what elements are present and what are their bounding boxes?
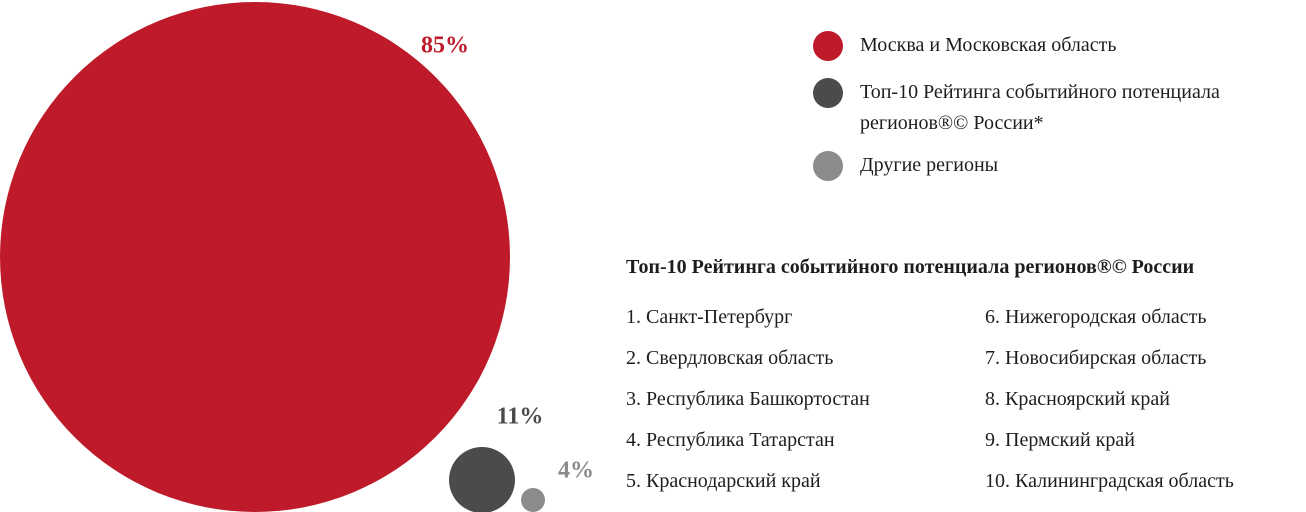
ranking-item: 3. Республика Башкортостан — [626, 388, 870, 410]
bubble — [521, 488, 545, 512]
legend-marker — [813, 151, 843, 181]
ranking-item: 5. Краснодарский край — [626, 470, 821, 492]
value-label: 11% — [497, 404, 544, 430]
ranking-title: Топ-10 Рейтинга событийного потенциала р… — [626, 256, 1195, 278]
bubble — [449, 447, 515, 512]
ranking-item: 4. Республика Татарстан — [626, 429, 835, 451]
ranking-item: 8. Красноярский край — [985, 388, 1170, 410]
bubble — [0, 2, 510, 512]
chart: 85% 11% 4% — [0, 2, 594, 512]
legend-marker — [813, 31, 843, 61]
legend-label: Другие регионы — [860, 154, 999, 176]
value-label: 4% — [558, 458, 594, 484]
ranking-item: 1. Санкт-Петербург — [626, 306, 793, 328]
legend-label: Топ-10 Рейтинга событийного потенциала р… — [860, 81, 1220, 134]
ranking-item: 9. Пермский край — [985, 429, 1135, 451]
ranking-item: 10. Калининградская область — [985, 470, 1234, 492]
ranking-item: 6. Нижегородская область — [985, 306, 1207, 328]
ranking-item: 7. Новосибирская область — [985, 347, 1207, 369]
legend-label: Москва и Московская область — [860, 34, 1117, 56]
ranking-item: 2. Свердловская область — [626, 347, 834, 369]
legend-marker — [813, 78, 843, 108]
value-label: 85% — [421, 33, 469, 59]
